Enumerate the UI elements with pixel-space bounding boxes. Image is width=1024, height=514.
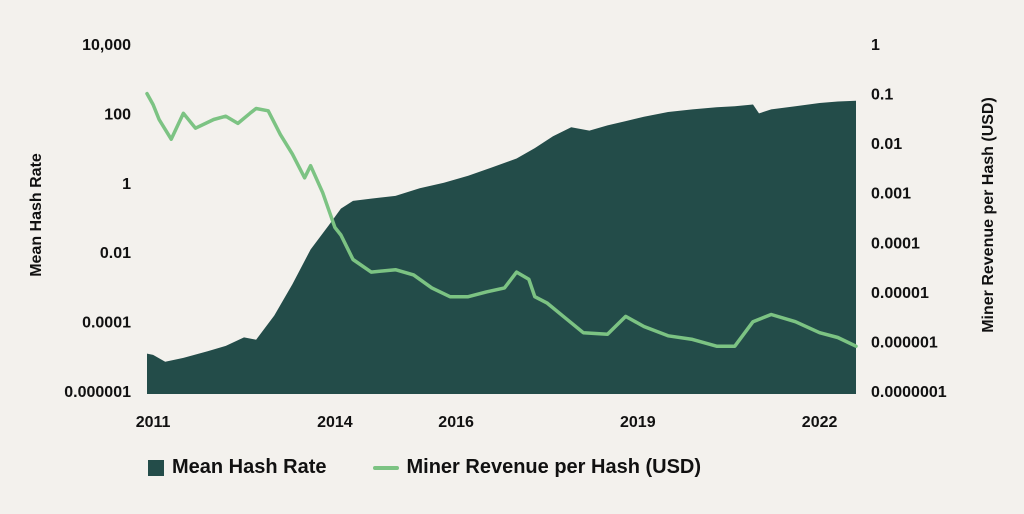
- revenue-line: [145, 91, 858, 348]
- y-right-tick-label: 0.01: [871, 136, 902, 153]
- y-left-axis-title: Mean Hash Rate: [28, 153, 45, 277]
- legend-label-hash-rate: Mean Hash Rate: [172, 456, 327, 478]
- x-tick-label: 2022: [802, 414, 838, 431]
- legend-item-revenue: Miner Revenue per Hash (USD): [372, 456, 702, 479]
- x-tick-label: 2019: [620, 414, 656, 431]
- legend: Mean Hash Rate Miner Revenue per Hash (U…: [148, 456, 701, 479]
- y-right-tick-label: 0.001: [871, 186, 911, 203]
- legend-swatch-hash-rate: [148, 459, 164, 476]
- y-right-tick-label: 0.0000001: [871, 384, 947, 401]
- y-right-axis-title: Miner Revenue per Hash (USD): [980, 97, 997, 333]
- y-left-tick-label: 10,000: [82, 37, 131, 54]
- y-left-tick-label: 100: [104, 106, 131, 123]
- x-tick-label: 2011: [136, 414, 171, 431]
- y-left-tick-label: 1: [122, 176, 131, 193]
- y-right-tick-label: 0.000001: [871, 334, 938, 351]
- y-right-tick-label: 0.1: [871, 87, 893, 104]
- legend-swatch-revenue: [372, 465, 399, 470]
- legend-label-revenue: Miner Revenue per Hash (USD): [406, 456, 702, 478]
- y-left-tick-label: 0.01: [100, 245, 131, 262]
- x-tick-label: 2016: [438, 414, 474, 431]
- y-left-tick-label: 0.0001: [82, 315, 131, 332]
- y-right-tick-label: 1: [871, 37, 880, 54]
- y-right-tick-label: 0.00001: [871, 285, 929, 302]
- legend-item-hash-rate: Mean Hash Rate: [148, 456, 327, 479]
- hash-rate-area: [147, 100, 856, 395]
- y-left-tick-label: 0.000001: [64, 384, 131, 401]
- y-right-tick-label: 0.0001: [871, 235, 920, 252]
- x-tick-label: 2014: [317, 414, 353, 431]
